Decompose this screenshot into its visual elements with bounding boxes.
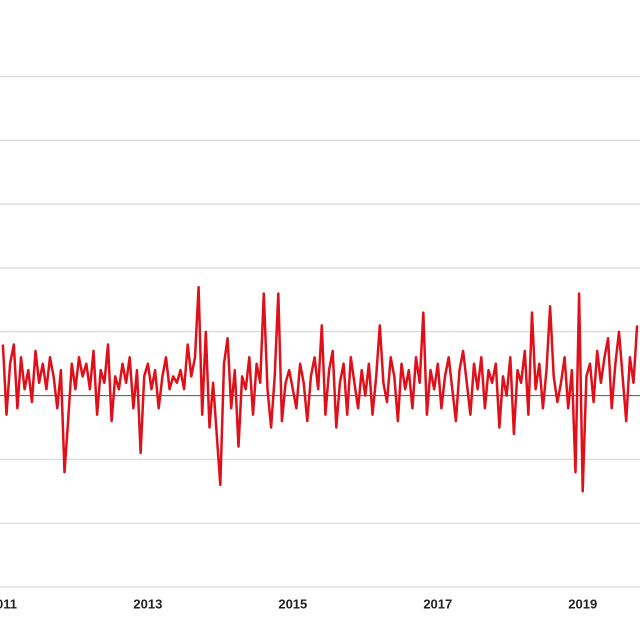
data-line <box>1 285 639 493</box>
x-tick-label: 2011 <box>0 596 17 611</box>
x-tick-label: 2013 <box>133 596 162 611</box>
x-tick-label: 2019 <box>568 596 597 611</box>
x-tick-label: 2017 <box>423 596 452 611</box>
x-tick-label: 2015 <box>278 596 307 611</box>
